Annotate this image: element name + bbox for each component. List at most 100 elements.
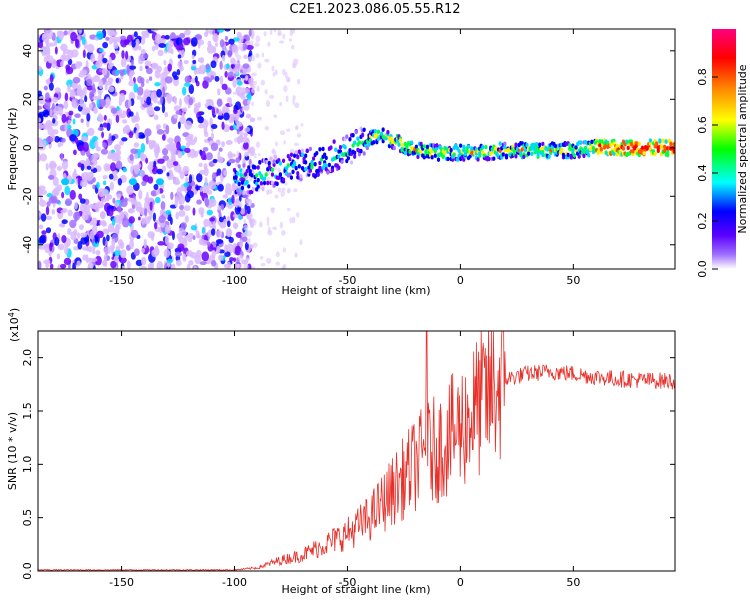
heatmap-cell [54, 237, 60, 246]
heatmap-cell [104, 84, 108, 91]
heatmap-cell [247, 165, 251, 170]
heatmap-cell [313, 162, 317, 167]
heatmap-cell [215, 239, 224, 244]
heatmap-cell [251, 88, 255, 94]
spectrogram-plot: -150 -100 -50 0 50 -40 -20 0 20 40 Height of str… [6, 28, 676, 297]
heatmap-cell [164, 112, 169, 118]
heatmap-cell [251, 186, 256, 192]
heatmap-cell [230, 211, 235, 221]
heatmap-cell [273, 29, 277, 33]
heatmap-cell [54, 87, 61, 93]
heatmap-cell [225, 186, 228, 197]
heatmap-cell [359, 148, 363, 154]
heatmap-cell [296, 171, 300, 176]
heatmap-cell [283, 85, 288, 93]
heatmap-cell [164, 224, 171, 234]
heatmap-cell [514, 154, 518, 159]
heatmap-cell [246, 230, 253, 237]
heatmap-cell [102, 67, 108, 76]
heatmap-cell [197, 41, 201, 49]
heatmap-cell [60, 60, 64, 68]
heatmap-cell [207, 229, 212, 238]
heatmap-cell [224, 71, 228, 78]
heatmap-cell [574, 145, 578, 150]
heatmap-cell [236, 171, 240, 176]
heatmap-cell [158, 43, 167, 48]
heatmap-cell [478, 151, 482, 156]
heatmap-cell [239, 168, 243, 173]
heatmap-cell [63, 30, 68, 36]
colorbar-tick-label: 0.4 [696, 164, 709, 182]
heatmap-cell [67, 209, 73, 217]
heatmap-cell [211, 259, 217, 267]
heatmap-cell [208, 180, 216, 190]
heatmap-cell [185, 176, 189, 184]
heatmap-cell [281, 158, 286, 163]
heatmap-cell [568, 142, 572, 148]
heatmap-cell [534, 141, 539, 147]
heatmap-cell [45, 227, 52, 234]
heatmap-cell [235, 157, 241, 164]
heatmap-cell [353, 154, 357, 159]
heatmap-cell [199, 57, 205, 64]
heatmap-cell [86, 165, 92, 170]
heatmap-cell [179, 204, 185, 211]
heatmap-cell [38, 224, 44, 230]
heatmap-cell [115, 78, 119, 84]
heatmap-cell [228, 236, 234, 243]
heatmap-cell [266, 221, 270, 226]
heatmap-cell [237, 136, 241, 144]
heatmap-cell [277, 167, 281, 173]
heatmap-cell [226, 229, 232, 237]
heatmap-cell [171, 263, 176, 269]
heatmap-cell [503, 148, 507, 153]
heatmap-cell [195, 230, 200, 239]
heatmap-cell [111, 218, 116, 226]
heatmap-cell [280, 190, 285, 197]
heatmap-cell [121, 137, 128, 142]
heatmap-cell [135, 129, 139, 140]
heatmap-cell [140, 151, 145, 161]
heatmap-cell [227, 159, 236, 164]
heatmap-cell [116, 193, 122, 199]
heatmap-cell [100, 210, 106, 220]
heatmap-cell [131, 39, 136, 48]
heatmap-cell [92, 135, 98, 142]
heatmap-cell [225, 63, 230, 70]
heatmap-cell [316, 169, 320, 174]
heatmap-cell [242, 132, 249, 137]
heatmap-cell [376, 129, 381, 135]
heatmap-cell [345, 134, 349, 139]
heatmap-cell [248, 176, 254, 182]
heatmap-cell [82, 254, 88, 261]
heatmap-cell [274, 69, 278, 76]
heatmap-cell [61, 160, 69, 170]
heatmap-cell [73, 102, 78, 109]
heatmap-cell [95, 60, 103, 68]
heatmap-cell [310, 159, 314, 165]
heatmap-cell [218, 147, 223, 152]
heatmap-cell [76, 260, 81, 267]
heatmap-cell [145, 78, 150, 84]
heatmap-cell [156, 88, 163, 98]
heatmap-cell [220, 203, 224, 210]
heatmap-cell [128, 91, 136, 101]
heatmap-cell [217, 205, 222, 211]
heatmap-cell [181, 112, 185, 118]
x-tick-label: 50 [566, 576, 580, 589]
heatmap-cell [173, 75, 179, 81]
heatmap-cell [244, 204, 248, 211]
heatmap-cell [287, 77, 291, 83]
colorbar-tick-label: 0.6 [696, 116, 709, 134]
heatmap-cell [107, 29, 115, 37]
heatmap-cell [49, 263, 54, 269]
heatmap-cell [151, 45, 156, 52]
heatmap-cell [117, 205, 122, 213]
heatmap-cell [119, 241, 125, 250]
heatmap-cell [282, 247, 286, 253]
heatmap-cell [194, 75, 198, 84]
heatmap-cell [115, 149, 122, 156]
heatmap-cell [166, 159, 173, 169]
heatmap-cell [61, 178, 70, 186]
